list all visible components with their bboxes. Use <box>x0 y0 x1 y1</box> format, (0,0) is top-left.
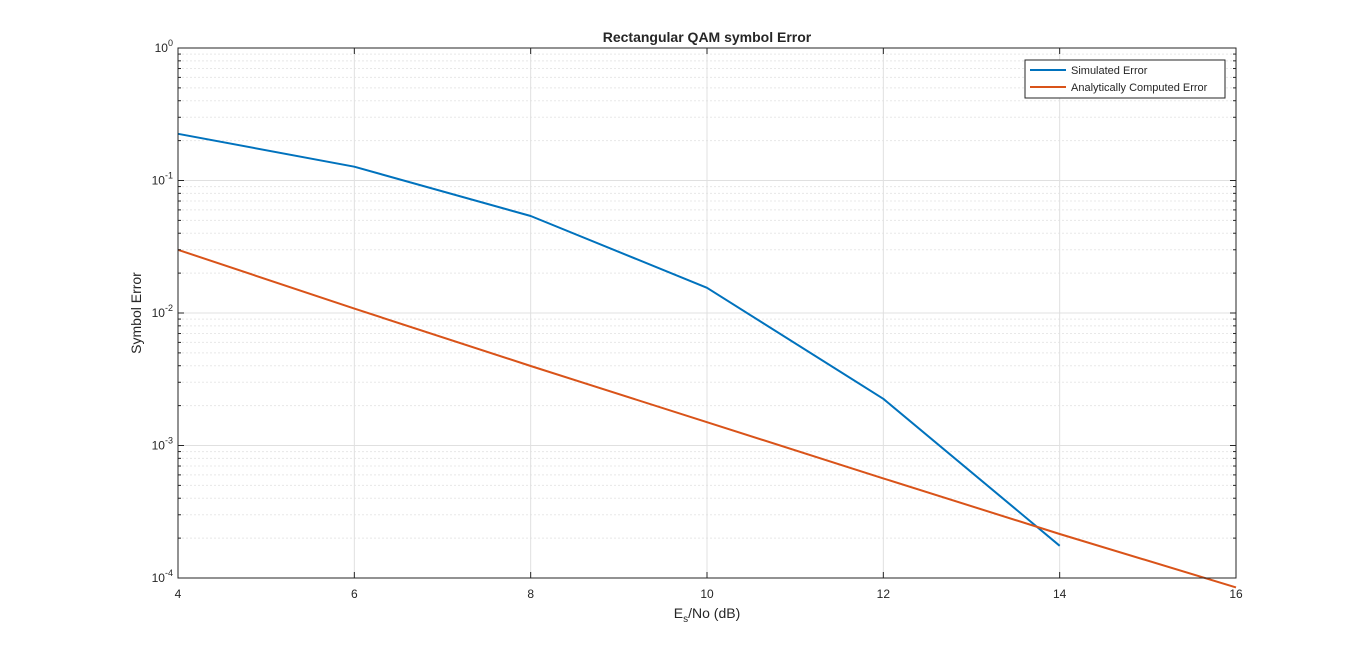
y-tick-base: 10 <box>155 41 169 55</box>
legend-label-simulated-error: Simulated Error <box>1071 65 1148 77</box>
chart-title: Rectangular QAM symbol Error <box>603 29 812 45</box>
y-tick-exponent: -3 <box>165 436 173 446</box>
y-tick-base: 10 <box>152 174 166 188</box>
y-tick-label: 10-4 <box>152 568 173 585</box>
y-tick-label: 10-3 <box>152 436 173 453</box>
y-tick-label: 100 <box>155 38 173 55</box>
x-tick-label: 12 <box>877 587 891 601</box>
y-tick-base: 10 <box>152 306 166 320</box>
legend-label-analytically-computed-error: Analytically Computed Error <box>1071 82 1208 94</box>
y-tick-label: 10-2 <box>152 303 173 320</box>
x-axis-label-rest: /No (dB) <box>688 605 740 621</box>
x-tick-labels: 4 6 8 10 12 14 16 <box>175 587 1243 601</box>
x-tick-label: 16 <box>1229 587 1243 601</box>
y-tick-exponent: -2 <box>165 303 173 313</box>
y-tick-exponent: -4 <box>165 568 173 578</box>
y-tick-base: 10 <box>152 439 166 453</box>
y-tick-base: 10 <box>152 571 166 585</box>
y-tick-exponent: -1 <box>165 171 173 181</box>
x-tick-label: 14 <box>1053 587 1067 601</box>
y-tick-exponent: 0 <box>168 38 173 48</box>
x-tick-label: 8 <box>527 587 534 601</box>
y-tick-label: 10-1 <box>152 171 173 188</box>
x-axis-label-main: E <box>674 605 683 621</box>
x-tick-label: 4 <box>175 587 182 601</box>
y-axis-label: Symbol Error <box>128 272 144 354</box>
legend: Simulated Error Analytically Computed Er… <box>1025 60 1225 98</box>
x-axis-label: Es/No (dB) <box>674 605 740 625</box>
x-tick-label: 6 <box>351 587 358 601</box>
x-tick-label: 10 <box>700 587 714 601</box>
